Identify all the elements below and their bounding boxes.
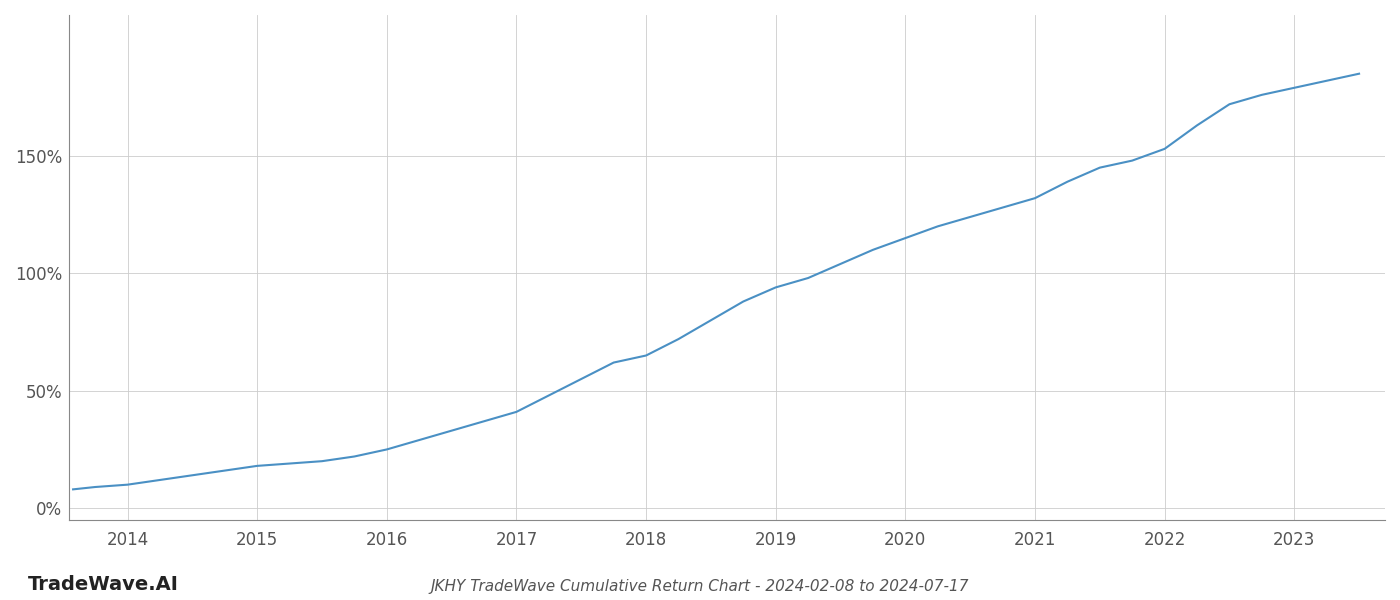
Text: JKHY TradeWave Cumulative Return Chart - 2024-02-08 to 2024-07-17: JKHY TradeWave Cumulative Return Chart -… — [431, 579, 969, 594]
Text: TradeWave.AI: TradeWave.AI — [28, 575, 179, 594]
